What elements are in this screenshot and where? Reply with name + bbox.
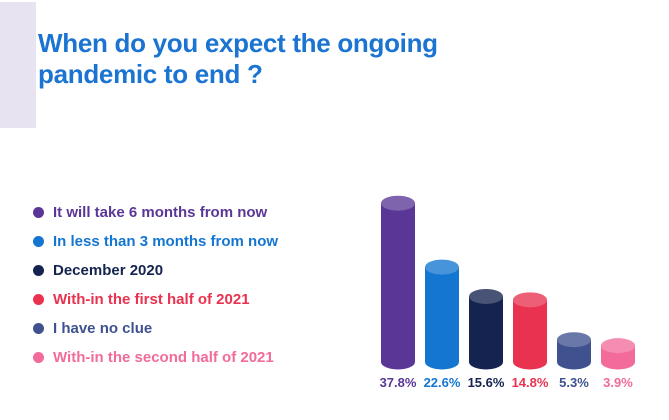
legend-item: With-in the first half of 2021: [33, 285, 278, 314]
bar: [381, 195, 415, 370]
bar-body: [425, 267, 459, 370]
legend-item: December 2020: [33, 256, 278, 285]
value-label: 14.8%: [512, 375, 549, 390]
legend-dot: [33, 294, 44, 305]
legend-dot: [33, 236, 44, 247]
legend-item: I have no clue: [33, 314, 278, 343]
value-label: 5.3%: [559, 375, 589, 390]
chart-title-line-2: pandemic to end ?: [38, 59, 263, 89]
legend-label: It will take 6 months from now: [53, 204, 268, 221]
bar-top: [425, 259, 459, 275]
legend-dot: [33, 265, 44, 276]
bar-top: [557, 332, 591, 348]
legend-label: With-in the first half of 2021: [53, 291, 250, 308]
legend-label: In less than 3 months from now: [53, 233, 279, 250]
legend-item: In less than 3 months from now: [33, 227, 278, 256]
legend-dot: [33, 207, 44, 218]
bar-body: [557, 339, 591, 370]
decorative-accent-block: [0, 2, 36, 128]
legend-label: With-in the second half of 2021: [53, 349, 274, 366]
chart-title-line-1: When do you expect the ongoing: [38, 28, 438, 58]
bar-body: [469, 296, 503, 370]
legend-label: I have no clue: [53, 320, 153, 337]
bar: [425, 259, 459, 370]
value-label: 22.6%: [424, 375, 461, 390]
legend-item: With-in the second half of 2021: [33, 343, 278, 372]
legend-label: December 2020: [53, 262, 164, 279]
value-label: 15.6%: [468, 375, 505, 390]
bar: [513, 292, 547, 370]
value-label: 3.9%: [603, 375, 633, 390]
bar: [601, 338, 635, 370]
bar-top: [381, 195, 415, 211]
bar-body: [381, 203, 415, 370]
legend-item: It will take 6 months from now: [33, 198, 278, 227]
cylinder-bar-chart: 37.8% 22.6% 15.6% 14.8% 5.3% 3.9%: [380, 195, 635, 390]
legend-dot: [33, 323, 44, 334]
legend-dot: [33, 352, 44, 363]
bar: [557, 332, 591, 370]
legend: It will take 6 months from now In less t…: [33, 198, 278, 372]
bar-top: [601, 338, 635, 354]
bar-top: [469, 288, 503, 304]
bar: [469, 288, 503, 370]
value-label: 37.8%: [380, 375, 417, 390]
bar-body: [513, 299, 547, 370]
chart-title: When do you expect the ongoing pandemic …: [38, 28, 478, 90]
bar-top: [513, 292, 547, 308]
